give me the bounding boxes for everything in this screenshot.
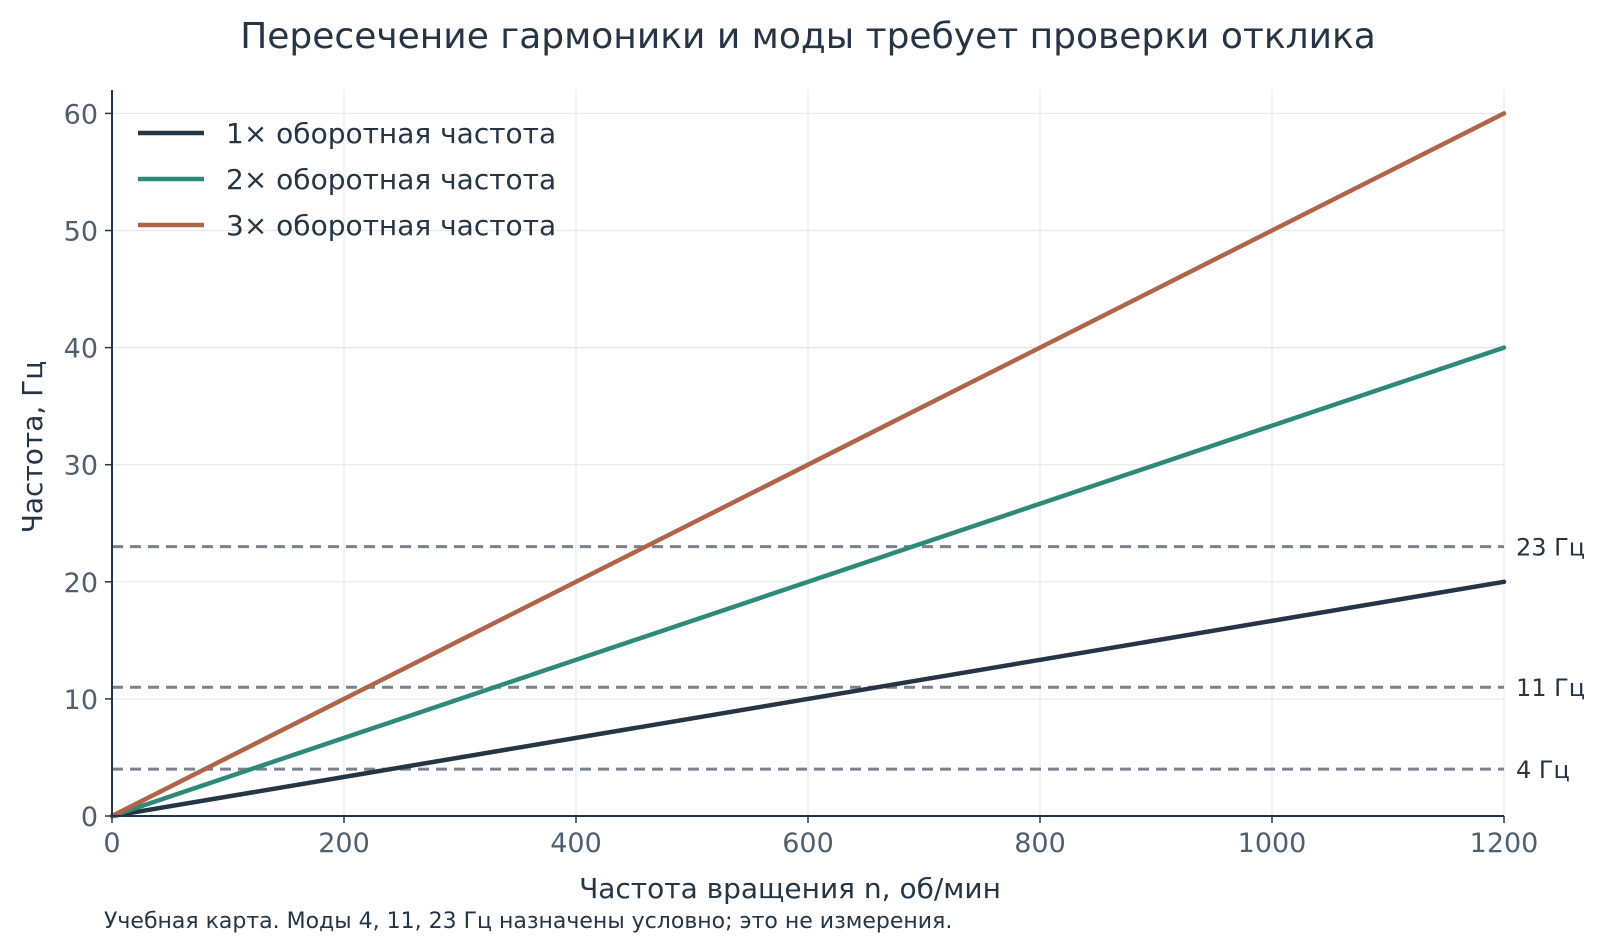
y-tick-label: 40 [64,334,98,365]
series-lines [109,111,1507,819]
ticks: 0 200 400 600 800 1000 1200 0 10 20 30 40 50 60 [64,99,1539,859]
reference-label: 23 Гц [1516,534,1585,562]
series-line [109,111,1507,819]
reference-label: 4 Гц [1516,756,1570,784]
chart-title: Пересечение гармоники и моды требует про… [240,16,1376,57]
y-tick-label: 50 [64,217,98,248]
reference-lines: 4 Гц 11 Гц 23 Гц [112,534,1585,784]
y-tick-label: 30 [64,451,98,482]
x-tick-label: 0 [103,828,120,859]
legend-label: 3× оборотная частота [226,209,556,242]
x-tick-label: 1000 [1238,828,1307,859]
y-tick-label: 20 [64,568,98,599]
x-tick-label: 600 [782,828,834,859]
legend: 1× оборотная частота 2× оборотная частота… [138,117,556,242]
legend-label: 1× оборотная частота [226,117,556,150]
reference-label: 11 Гц [1516,674,1585,702]
x-axis-title: Частота вращения n, об/мин [579,872,1001,905]
grid [111,90,1505,817]
x-tick-label: 400 [550,828,602,859]
series-line [109,579,1507,819]
y-tick-label: 10 [64,685,98,716]
legend-label: 2× оборотная частота [226,163,556,196]
footnote: Учебная карта. Моды 4, 11, 23 Гц назначе… [104,909,952,934]
x-tick-label: 800 [1014,828,1066,859]
y-tick-label: 60 [64,99,98,130]
x-tick-label: 1200 [1470,828,1539,859]
series-line [109,345,1507,819]
x-tick-label: 200 [318,828,370,859]
y-tick-label: 0 [81,802,98,833]
y-axis-title: Частота, Гц [16,361,49,534]
